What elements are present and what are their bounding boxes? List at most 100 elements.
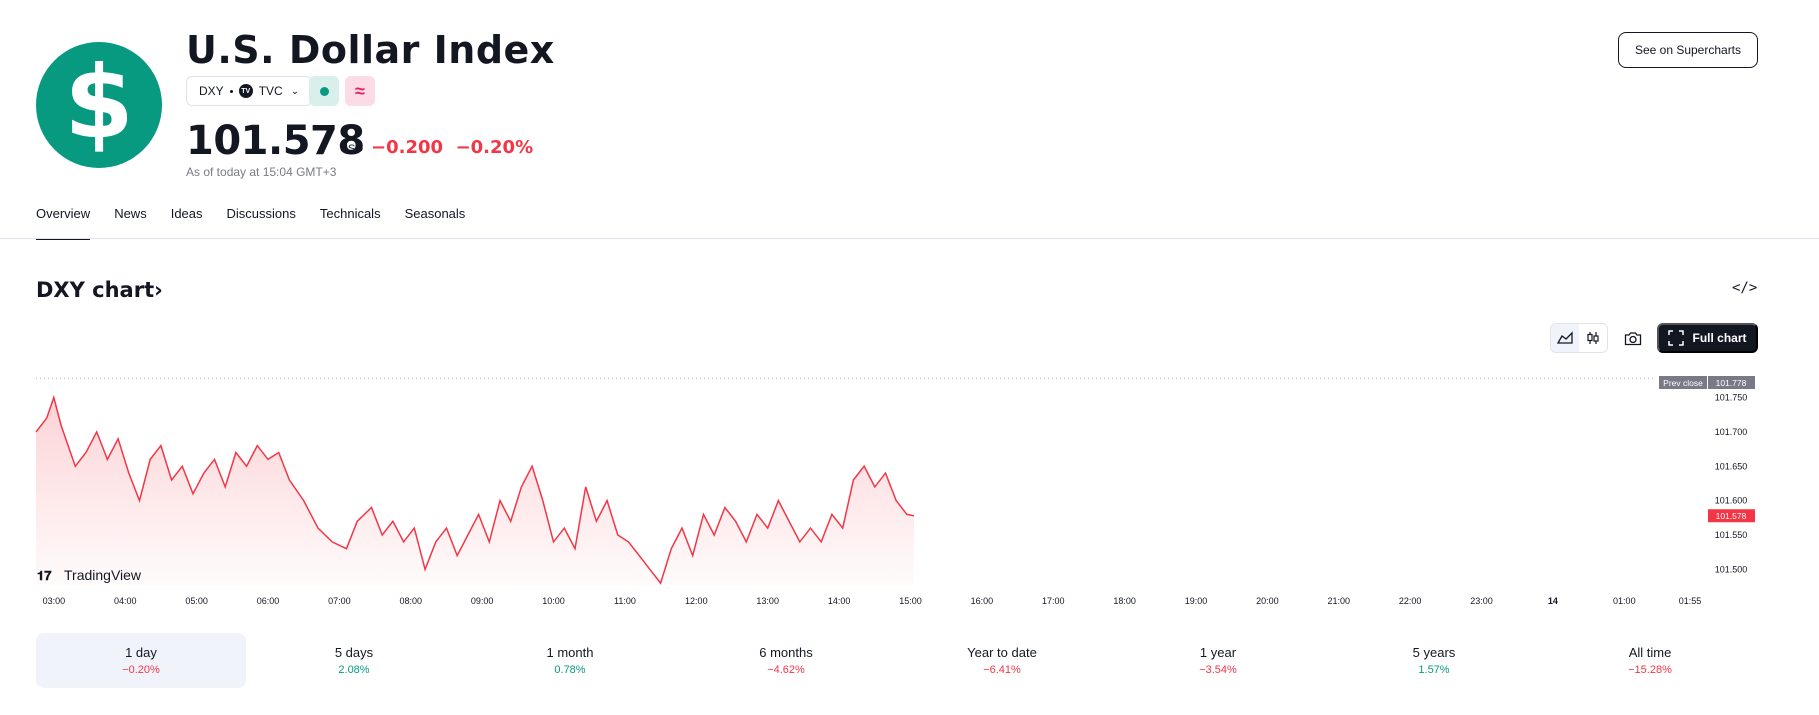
period-5-years[interactable]: 5 years 1.57% (1326, 633, 1542, 688)
tab-overview[interactable]: Overview (36, 206, 91, 240)
period-label: All time (1628, 645, 1672, 660)
last-price-value: 101.578 (1716, 511, 1747, 521)
x-tick-label: 11:00 (614, 596, 636, 606)
period-6-months[interactable]: 6 months −4.62% (678, 633, 894, 688)
period-change: 2.08% (338, 664, 370, 676)
period-label: 1 year (1199, 645, 1237, 660)
x-tick-label: 20:00 (1256, 596, 1279, 606)
currency-label: USD (340, 143, 364, 155)
period-label: 1 month (546, 645, 594, 660)
embed-code-icon[interactable]: </> (1732, 280, 1758, 296)
symbol-label: DXY (199, 84, 224, 98)
period-label: 1 day (125, 645, 157, 660)
period-change: −0.20% (122, 664, 160, 676)
tab-ideas[interactable]: Ideas (170, 206, 203, 221)
x-tick-label: 03:00 (43, 596, 66, 606)
symbol-exchange-dropdown[interactable]: DXY TV TVC ⌄ (186, 76, 313, 106)
prev-close-label: Prev close (1663, 378, 1703, 388)
market-status-button[interactable] (309, 76, 339, 106)
x-tick-label: 04:00 (114, 596, 137, 606)
tab-bar: Overview News Ideas Discussions Technica… (36, 206, 465, 240)
x-tick-label: 10:00 (542, 596, 565, 606)
x-tick-label: 06:00 (257, 596, 280, 606)
y-tick-label: 101.650 (1715, 461, 1748, 471)
price-area-fill (36, 397, 914, 585)
data-status-button[interactable]: ≈ (345, 76, 375, 106)
tab-seasonals[interactable]: Seasonals (404, 206, 466, 221)
y-tick-label: 101.600 (1715, 496, 1748, 506)
y-tick-label: 101.550 (1715, 530, 1748, 540)
x-tick-label: 01:55 (1679, 596, 1702, 606)
chart-style-toggle (1550, 323, 1608, 353)
x-tick-label: 18:00 (1113, 596, 1136, 606)
chart-title-link[interactable]: DXY chart› (36, 278, 163, 302)
chevron-down-icon: ⌄ (290, 85, 300, 97)
x-tick-label: 23:00 (1470, 596, 1493, 606)
candlestick-chart-icon[interactable] (1579, 324, 1607, 352)
x-tick-label: 08:00 (400, 596, 423, 606)
full-chart-label: Full chart (1692, 331, 1747, 345)
price-chart[interactable]: 101.750 101.700 101.650 101.600 101.550 101.5… (0, 370, 1819, 610)
x-tick-label: 14 (1548, 596, 1558, 606)
exchange-label: TVC (258, 84, 283, 98)
market-open-dot-icon (319, 86, 329, 96)
x-tick-label: 13:00 (756, 596, 779, 606)
period-1-year[interactable]: 1 year −3.54% (1110, 633, 1326, 688)
x-tick-label: 17:00 (1042, 596, 1065, 606)
see-on-supercharts-button[interactable]: See on Supercharts (1618, 32, 1758, 68)
tv-logo-icon: TV (238, 84, 253, 98)
period-change: −3.54% (1199, 664, 1237, 676)
dollar-logo: $ (36, 42, 162, 168)
price-change: −0.200 −0.20% (371, 137, 533, 158)
x-tick-label: 21:00 (1328, 596, 1351, 606)
period-label: 5 years (1412, 645, 1456, 660)
period-label: 5 days (334, 645, 374, 660)
tab-divider (0, 238, 1819, 239)
period-change: 0.78% (554, 664, 586, 676)
last-price-badge: 101.578 (1708, 509, 1755, 523)
period-change: −15.28% (1628, 664, 1672, 676)
x-tick-label: 07:00 (328, 596, 351, 606)
x-tick-label: 22:00 (1399, 596, 1422, 606)
tab-news[interactable]: News (114, 206, 147, 221)
as-of-timestamp: As of today at 15:04 GMT+3 (186, 165, 337, 179)
period-5-days[interactable]: 5 days 2.08% (246, 633, 462, 688)
last-price: 101.578 (186, 118, 365, 164)
period-change: −4.62% (767, 664, 805, 676)
x-tick-label: 05:00 (185, 596, 208, 606)
prev-close-value: 101.778 (1716, 378, 1747, 388)
y-tick-label: 101.750 (1715, 393, 1748, 403)
y-tick-label: 101.700 (1715, 427, 1748, 437)
dollar-sign-icon: $ (64, 44, 134, 161)
change-percent: −0.20% (455, 137, 534, 158)
period-label: Year to date (967, 645, 1037, 660)
period-all-time[interactable]: All time −15.28% (1542, 633, 1758, 688)
x-tick-label: 19:00 (1185, 596, 1208, 606)
period-change: −6.41% (983, 664, 1021, 676)
full-chart-button[interactable]: Full chart (1657, 323, 1758, 353)
separator-dot (229, 89, 233, 93)
area-chart-icon[interactable] (1551, 324, 1579, 352)
price-line (35, 394, 915, 585)
tradingview-label: TradingView (64, 567, 142, 583)
period-change: 1.57% (1418, 664, 1450, 676)
x-tick-label: 09:00 (471, 596, 494, 606)
page-title: U.S. Dollar Index (186, 28, 555, 72)
y-tick-label: 101.500 (1715, 564, 1748, 574)
period-label: 6 months (759, 645, 813, 660)
tab-technicals[interactable]: Technicals (319, 206, 381, 221)
camera-icon[interactable] (1618, 323, 1648, 353)
tv-logo-icon: 𝟏𝟕 (37, 569, 52, 584)
period-selector: 1 day −0.20% 5 days 2.08% 1 month 0.78% 6 mont… (36, 633, 1758, 688)
x-tick-label: 12:00 (685, 596, 708, 606)
tradingview-brand: 𝟏𝟕 TradingView (37, 567, 142, 584)
x-tick-label: 14:00 (828, 596, 851, 606)
prev-close-badge: Prev close 101.778 (1659, 376, 1755, 389)
x-tick-label: 15:00 (899, 596, 922, 606)
period-1-day[interactable]: 1 day −0.20% (36, 633, 246, 688)
period-year-to-date[interactable]: Year to date −6.41% (894, 633, 1110, 688)
period-1-month[interactable]: 1 month 0.78% (462, 633, 678, 688)
tab-discussions[interactable]: Discussions (226, 206, 296, 221)
fullscreen-icon (1668, 330, 1685, 346)
x-tick-label: 16:00 (971, 596, 994, 606)
